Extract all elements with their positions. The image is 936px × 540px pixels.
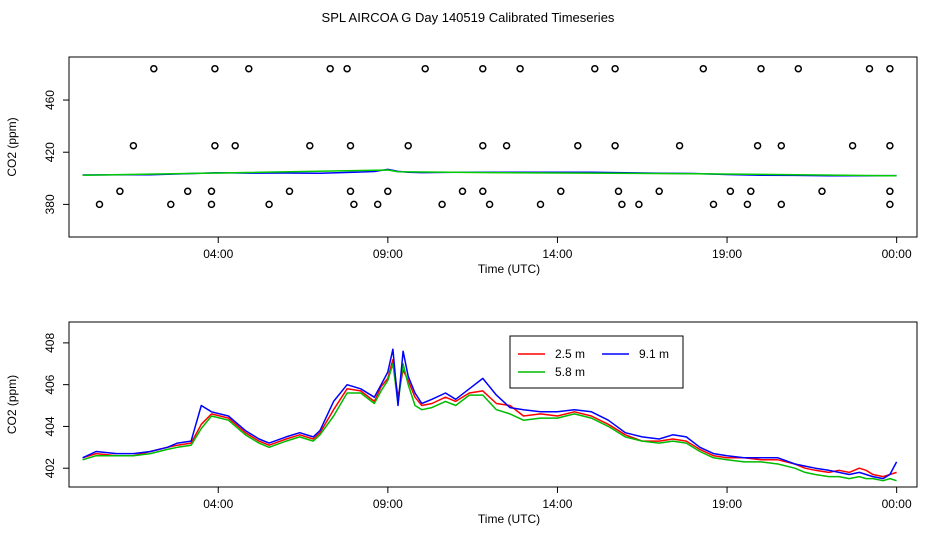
data-point: [777, 141, 786, 150]
plot-frame: [68, 56, 918, 238]
data-point: [346, 141, 355, 150]
data-point: [183, 187, 192, 196]
y-tick-label: 420: [43, 142, 57, 162]
y-tick-label: 406: [43, 374, 57, 394]
series-line-5-8-m: [82, 363, 897, 482]
data-point: [285, 187, 294, 196]
y-axis-label: CO2 (ppm): [5, 117, 19, 176]
data-point: [479, 141, 487, 150]
data-point: [574, 141, 582, 150]
data-point: [346, 187, 355, 196]
data-point: [699, 64, 708, 73]
data-point: [743, 200, 752, 209]
data-point: [479, 64, 487, 73]
series-line-2-5-m: [82, 358, 897, 478]
data-point: [818, 187, 826, 196]
data-point: [245, 64, 253, 73]
series-line-9-1-m: [82, 348, 898, 480]
legend-label: 9.1 m: [639, 347, 669, 361]
data-point: [150, 64, 158, 73]
data-point: [536, 200, 545, 209]
data-point: [95, 200, 104, 209]
y-axis-label: CO2 (ppm): [5, 375, 19, 434]
data-point: [675, 141, 684, 150]
top-panel: 04:00 09:00 14:00 19:00 00:00 380 420 460 Time (…: [5, 56, 918, 276]
data-point: [373, 200, 382, 209]
x-tick-label: 09:00: [373, 247, 403, 261]
x-tick-label: 14:00: [542, 497, 572, 511]
x-axis-label: Time (UTC): [478, 512, 540, 526]
x-tick-label: 00:00: [882, 247, 912, 261]
data-point: [726, 187, 735, 196]
data-point: [458, 187, 467, 196]
x-tick-label: 09:00: [373, 497, 403, 511]
data-point: [777, 200, 786, 209]
data-point: [502, 141, 511, 150]
y-tick-label: 408: [43, 333, 57, 353]
data-point: [747, 187, 755, 196]
x-tick-label: 19:00: [712, 497, 742, 511]
data-point: [757, 64, 765, 73]
data-point: [207, 187, 216, 196]
data-point: [343, 64, 351, 73]
data-point: [211, 64, 219, 73]
data-point: [655, 187, 663, 196]
data-point: [886, 141, 894, 150]
data-point: [516, 64, 524, 73]
x-tick-label: 04:00: [203, 497, 233, 511]
data-point: [635, 200, 643, 209]
x-tick-label: 00:00: [882, 497, 912, 511]
legend-label: 2.5 m: [555, 347, 585, 361]
data-point: [421, 64, 429, 73]
data-point: [211, 141, 219, 150]
x-tick-label: 19:00: [712, 247, 742, 261]
legend-box: [509, 335, 684, 389]
x-tick-label: 04:00: [203, 247, 233, 261]
data-point: [886, 200, 894, 209]
data-point: [167, 200, 175, 209]
data-point: [129, 141, 138, 150]
data-point: [485, 200, 494, 209]
data-point: [479, 187, 487, 196]
y-tick-label: 460: [43, 90, 57, 110]
legend-label: 5.8 m: [555, 365, 585, 379]
data-point: [231, 141, 239, 150]
data-point: [611, 141, 619, 150]
data-point: [753, 141, 762, 150]
y-tick-label: 402: [43, 458, 57, 478]
data-point: [326, 64, 334, 73]
data-point: [591, 64, 599, 73]
data-point: [306, 141, 314, 150]
chart-title: SPL AIRCOA G Day 140519 Calibrated Times…: [322, 10, 615, 25]
data-point: [207, 200, 216, 209]
data-point: [265, 200, 273, 209]
data-point: [557, 187, 565, 196]
data-point: [404, 141, 412, 150]
x-axis-label: Time (UTC): [478, 262, 540, 276]
data-point: [611, 64, 619, 73]
data-point: [116, 187, 124, 196]
data-point: [886, 64, 894, 73]
y-tick-label: 404: [43, 416, 57, 436]
data-point: [384, 187, 392, 196]
x-tick-label: 14:00: [542, 247, 572, 261]
series-line-5-8-m: [82, 169, 897, 177]
data-point: [438, 200, 446, 209]
data-point: [618, 200, 626, 209]
data-point: [709, 200, 718, 209]
data-point: [350, 200, 358, 209]
data-point: [794, 64, 803, 73]
data-point: [886, 187, 894, 196]
data-point: [848, 141, 857, 150]
bottom-panel: 04:00 09:00 14:00 19:00 00:00 402 404 406 408 Tim…: [5, 321, 918, 526]
plot-frame: [68, 321, 918, 488]
data-point: [614, 187, 623, 196]
data-point: [865, 64, 874, 73]
y-tick-label: 380: [43, 194, 57, 214]
